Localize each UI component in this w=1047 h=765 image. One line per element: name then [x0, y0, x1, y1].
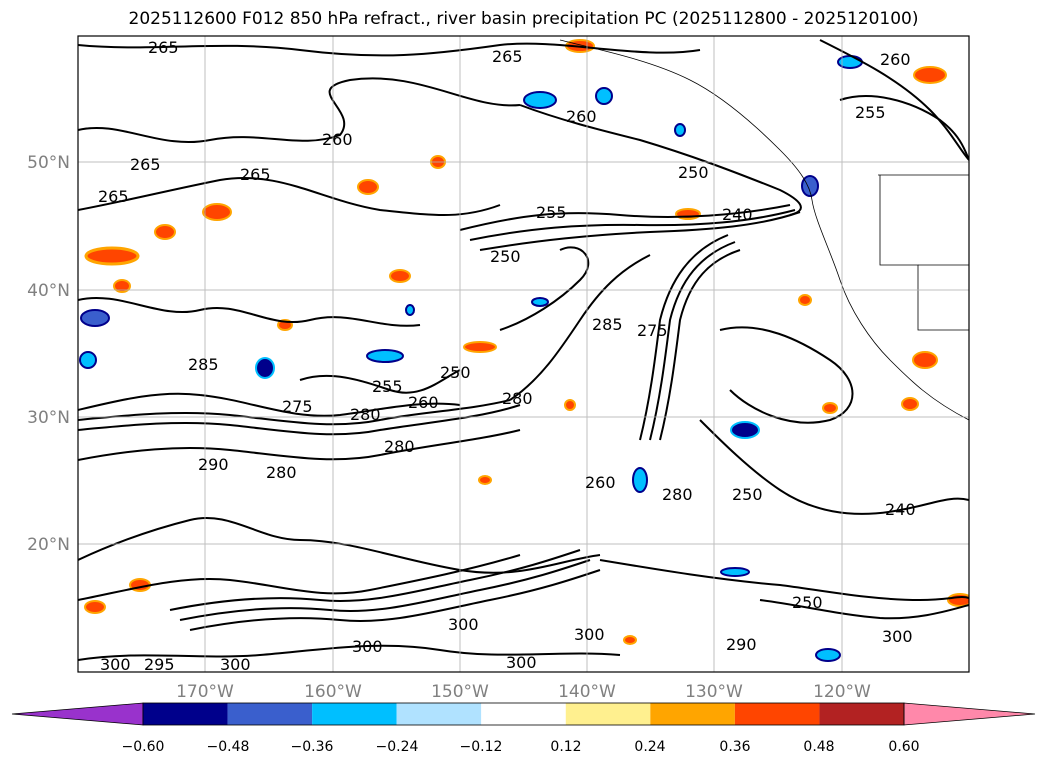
contour-label: 265 — [98, 187, 129, 206]
map-title: 2025112600 F012 850 hPa refract., river … — [128, 9, 919, 29]
contour-label: 250 — [732, 485, 763, 504]
gridlines — [78, 36, 969, 672]
lat-label: 40°N — [27, 281, 70, 301]
lat-label: 20°N — [27, 535, 70, 555]
contour-label: 280 — [266, 463, 297, 482]
colorbar-segment — [396, 703, 482, 725]
colorbar-tick-label: 0.24 — [634, 739, 665, 755]
contour-label: 260 — [566, 107, 597, 126]
lon-label: 120°W — [813, 682, 871, 702]
contour-label: 285 — [188, 355, 219, 374]
contour-label: 300 — [448, 615, 479, 634]
colorbar-extend-max — [903, 702, 1036, 726]
contour-label: 300 — [220, 655, 251, 674]
colorbar-segment — [565, 703, 651, 725]
contour-label: 280 — [502, 389, 533, 408]
colorbar-segment — [481, 703, 566, 725]
contour-label: 300 — [506, 653, 537, 672]
lat-label: 50°N — [27, 153, 70, 173]
contour-label: 265 — [240, 165, 271, 184]
shaded-anomalies — [79, 39, 969, 662]
contour-label: 265 — [148, 38, 179, 57]
lon-label: 140°W — [558, 682, 616, 702]
colorbar-tick-label: −0.12 — [460, 739, 503, 755]
lon-label: 130°W — [685, 682, 743, 702]
contour-label: 300 — [352, 637, 383, 656]
contour-label: 240 — [885, 500, 916, 519]
contour-label: 300 — [574, 625, 605, 644]
coastlines — [559, 39, 969, 421]
contour-label: 265 — [130, 155, 161, 174]
contour-label: 285 — [592, 315, 623, 334]
colorbar-segment — [143, 703, 228, 725]
contour-label: 260 — [880, 50, 911, 69]
contour-label: 255 — [372, 377, 403, 396]
colorbar-tick-label: −0.36 — [291, 739, 334, 755]
contour-label: 260 — [408, 393, 439, 412]
colorbar-tick-labels: −0.60 −0.48 −0.36 −0.24 −0.12 0.12 0.24 … — [122, 739, 920, 755]
contour-label: 250 — [792, 593, 823, 612]
colorbar-segment — [312, 703, 397, 725]
contour-label: 260 — [322, 130, 353, 149]
colorbar-tick-label: −0.48 — [207, 739, 250, 755]
contour-label: 280 — [662, 485, 693, 504]
colorbar-tick-label: 0.36 — [719, 739, 750, 755]
colorbar-tick-label: −0.60 — [122, 739, 165, 755]
colorbar-tick-label: −0.24 — [376, 739, 419, 755]
colorbar-tick-label: 0.48 — [803, 739, 834, 755]
contour-label: 290 — [726, 635, 757, 654]
map-frame — [77, 35, 970, 673]
lat-label: 30°N — [27, 408, 70, 428]
contour-label: 250 — [490, 247, 521, 266]
colorbar-extend-min — [11, 702, 144, 726]
longitude-labels: 170°W 160°W 150°W 140°W 130°W 120°W — [176, 682, 871, 702]
contour-label: 265 — [492, 47, 523, 66]
colorbar-segments — [11, 702, 1036, 726]
contour-label: 240 — [722, 205, 753, 224]
contour-label: 300 — [882, 627, 913, 646]
contour-label: 275 — [282, 397, 313, 416]
colorbar-tick-label: 0.12 — [550, 739, 581, 755]
lon-label: 150°W — [431, 682, 489, 702]
colorbar-segment — [650, 703, 735, 725]
contour-label: 280 — [350, 405, 381, 424]
colorbar-frame — [142, 702, 905, 726]
contour-label: 255 — [536, 203, 567, 222]
colorbar-segment — [227, 703, 313, 725]
contour-label: 250 — [678, 163, 709, 182]
colorbar-tick-label: 0.60 — [888, 739, 919, 755]
contour-label: 290 — [198, 455, 229, 474]
lon-label: 170°W — [176, 682, 234, 702]
contour-label: 250 — [440, 363, 471, 382]
contour-label: 280 — [384, 437, 415, 456]
colorbar-segment — [819, 703, 904, 725]
colorbar-segment — [734, 703, 820, 725]
contour-label: 260 — [585, 473, 616, 492]
map-plot-area — [78, 36, 969, 672]
colorbar: −0.60 −0.48 −0.36 −0.24 −0.12 0.12 0.24 … — [11, 702, 1036, 755]
lon-label: 160°W — [304, 682, 362, 702]
refractivity-contours — [78, 39, 969, 661]
contour-labels: 265 265 265 265 260 260 260 265 255 250 … — [98, 38, 916, 674]
contour-label: 300 — [100, 655, 131, 674]
contour-label: 255 — [855, 103, 886, 122]
contour-label: 295 — [144, 655, 175, 674]
contour-label: 275 — [637, 321, 668, 340]
latitude-labels: 50°N 40°N 30°N 20°N — [27, 153, 70, 555]
